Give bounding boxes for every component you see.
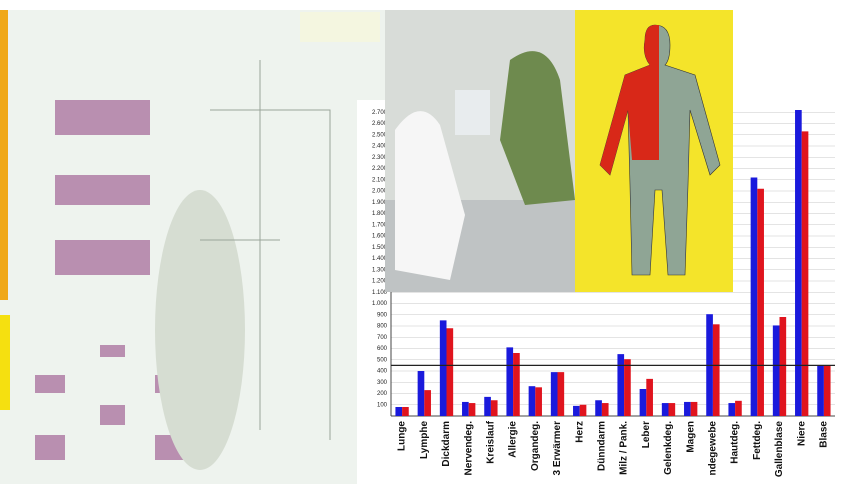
photo-device	[455, 90, 490, 135]
overlay-images	[0, 0, 842, 484]
collage: 1002003004005006007008009001.0001.1001.2…	[0, 0, 842, 484]
